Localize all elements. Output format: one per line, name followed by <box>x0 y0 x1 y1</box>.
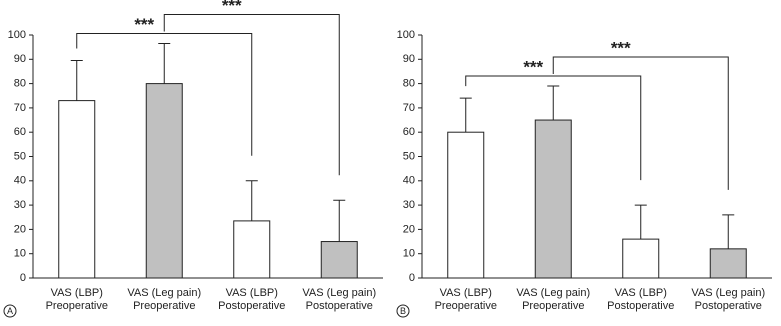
panel-label: B <box>400 306 406 316</box>
error-bar <box>722 214 735 249</box>
panel-label: A <box>7 306 13 316</box>
x-tick-label-line: Preoperative <box>133 300 195 312</box>
y-tick-label: 60 <box>14 126 26 138</box>
x-tick-label: VAS (Leg pain) Preoperative <box>127 287 201 312</box>
x-tick-label-line: Preoperative <box>435 300 497 312</box>
y-tick-label: 70 <box>14 102 26 114</box>
y-tick-label: 0 <box>20 272 26 284</box>
y-tick-label: 80 <box>14 78 26 90</box>
x-tick-label-line: VAS (LBP) <box>440 287 492 299</box>
y-tick-label: 10 <box>14 248 26 260</box>
bar <box>145 83 183 279</box>
error-bar <box>158 43 171 84</box>
error-bar <box>459 97 472 133</box>
stars: *** <box>611 39 631 58</box>
error-bar <box>70 60 83 101</box>
panel-circle <box>396 304 410 318</box>
x-tick-label-line: VAS (LBP) <box>51 287 103 299</box>
bracket <box>552 56 729 190</box>
stars: *** <box>523 58 543 77</box>
x-tick-label-line: VAS (Leg pain) <box>516 287 590 299</box>
y-tick-label: 70 <box>403 102 415 114</box>
y-tick-label: 0 <box>409 272 415 284</box>
bar <box>534 119 572 279</box>
x-tick-label-line: Postoperative <box>306 300 373 312</box>
x-tick-label-line: Preoperative <box>46 300 108 312</box>
bar <box>709 248 747 279</box>
x-tick-label: VAS (LBP) Preoperative <box>435 287 497 312</box>
x-tick-label-line: VAS (LBP) <box>615 287 667 299</box>
bar <box>622 238 660 279</box>
bar <box>58 100 96 279</box>
y-tick-label: 100 <box>397 29 415 41</box>
x-tick-label-line: VAS (LBP) <box>226 287 278 299</box>
error-bar <box>245 180 258 221</box>
x-tick-label-line: VAS (Leg pain) <box>691 287 765 299</box>
y-tick-label: 80 <box>403 78 415 90</box>
panel-circle <box>3 304 17 318</box>
y-tick-label: 10 <box>403 248 415 260</box>
bracket <box>76 33 253 156</box>
y-tick-label: 20 <box>14 223 26 235</box>
bracket <box>163 14 340 176</box>
y-tick-label: 90 <box>14 53 26 65</box>
x-tick-label-line: VAS (Leg pain) <box>302 287 376 299</box>
x-tick-label: VAS (LBP) Postoperative <box>607 287 674 312</box>
x-tick-label: VAS (Leg pain) Preoperative <box>516 287 590 312</box>
stars: *** <box>222 0 242 15</box>
bar <box>233 220 271 279</box>
x-tick-label-line: VAS (Leg pain) <box>127 287 201 299</box>
y-tick-label: 20 <box>403 223 415 235</box>
x-tick-label: VAS (LBP) Preoperative <box>46 287 108 312</box>
error-bar <box>634 204 647 240</box>
x-tick-label-line: Postoperative <box>218 300 285 312</box>
y-tick-label: 40 <box>403 175 415 187</box>
x-tick-label: VAS (LBP) Postoperative <box>218 287 285 312</box>
y-tick-label: 30 <box>403 199 415 211</box>
error-bar <box>547 85 560 121</box>
stars: *** <box>134 15 154 34</box>
y-tick-label: 50 <box>14 150 26 162</box>
bracket <box>465 75 642 181</box>
y-tick-label: 60 <box>403 126 415 138</box>
y-tick-label: 40 <box>14 175 26 187</box>
y-tick-label: 50 <box>403 150 415 162</box>
x-tick-label: VAS (Leg pain) Postoperative <box>691 287 765 312</box>
bar <box>320 241 358 279</box>
x-tick-label: VAS (Leg pain) Postoperative <box>302 287 376 312</box>
x-tick-label-line: Postoperative <box>607 300 674 312</box>
y-tick-label: 100 <box>8 29 26 41</box>
error-bar <box>333 199 346 242</box>
y-tick-label: 90 <box>403 53 415 65</box>
x-tick-label-line: Postoperative <box>695 300 762 312</box>
bar <box>447 131 485 279</box>
y-tick-label: 30 <box>14 199 26 211</box>
x-tick-label-line: Preoperative <box>522 300 584 312</box>
